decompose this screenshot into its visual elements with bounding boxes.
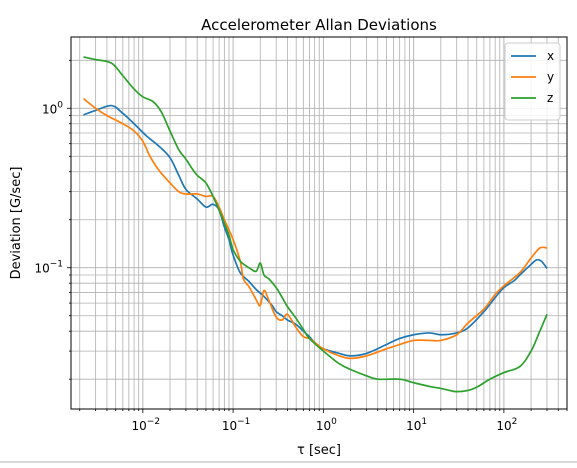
legend: xyz: [504, 42, 561, 121]
x-tick-label: 102: [496, 417, 517, 433]
series-layer: [82, 56, 548, 393]
x-tick-label: 100: [316, 417, 337, 433]
legend-label-x: x: [547, 49, 554, 63]
x-tick-label: 101: [406, 417, 427, 433]
legend-label-y: y: [547, 70, 554, 84]
y-axis-label: Deviation [G/sec]: [9, 167, 24, 280]
y-tick-label: 100: [42, 100, 63, 116]
grid-layer: [71, 37, 568, 409]
series-line-z: [83, 56, 548, 393]
tick-layer: 10−2 10−1 100 101 102 10−1 100: [34, 59, 568, 433]
y-tick-label: 10−1: [34, 260, 63, 276]
series-line-x: [83, 104, 548, 357]
bottom-border: [0, 461, 577, 463]
x-tick-label: 10−2: [132, 417, 161, 433]
x-axis-label: τ [sec]: [297, 443, 341, 458]
chart-title: Accelerometer Allan Deviations: [201, 16, 437, 34]
x-tick-label: 10−1: [222, 417, 251, 433]
legend-label-z: z: [547, 91, 553, 105]
legend-box: [504, 42, 561, 121]
series-line-y: [82, 97, 548, 360]
